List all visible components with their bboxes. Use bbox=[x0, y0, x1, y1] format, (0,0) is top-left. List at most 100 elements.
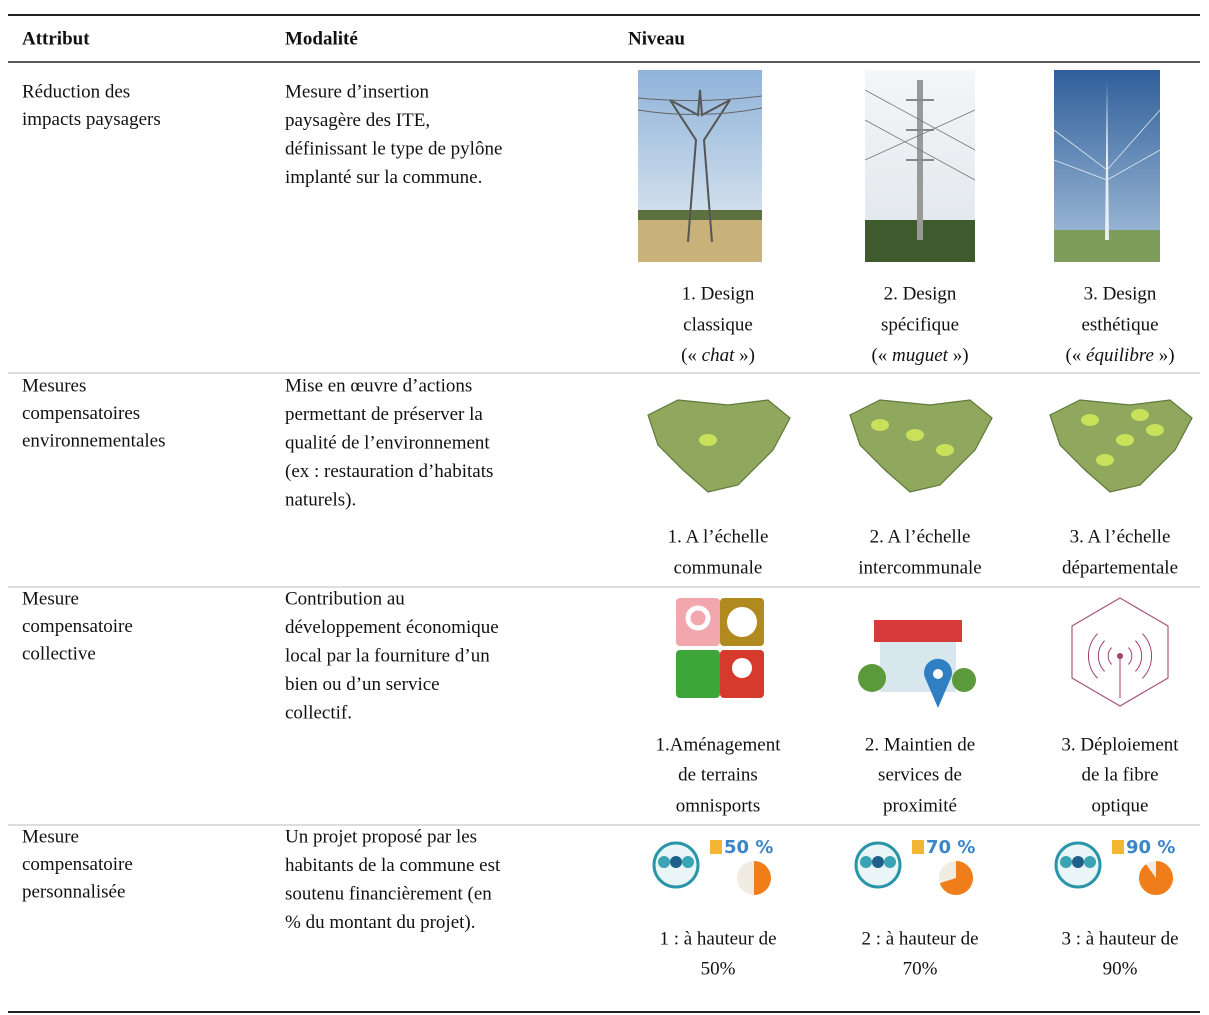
pylon bbox=[669, 89, 731, 243]
modality-text: Mise en œuvre d’actions bbox=[285, 375, 472, 396]
level-label: spécifique bbox=[881, 314, 959, 335]
person bbox=[670, 856, 682, 868]
pylon bbox=[1105, 80, 1109, 240]
modality-text: permettant de préserver la bbox=[285, 404, 483, 425]
hexagon bbox=[1071, 597, 1169, 707]
icon-detail bbox=[685, 605, 711, 631]
field bbox=[638, 218, 762, 262]
modality-text: Contribution au bbox=[285, 588, 405, 609]
text-run: (« bbox=[681, 345, 702, 366]
map-zone bbox=[1116, 434, 1134, 446]
map-zone bbox=[871, 419, 889, 431]
coins bbox=[912, 840, 924, 854]
signal-dot bbox=[1117, 653, 1123, 659]
level-label: services de bbox=[878, 764, 962, 785]
map-zone bbox=[906, 429, 924, 441]
map-zone bbox=[1146, 424, 1164, 436]
wires bbox=[1053, 109, 1161, 181]
modality-text: naturels). bbox=[285, 489, 356, 510]
text-run: ») bbox=[734, 345, 755, 366]
level-label: optique bbox=[1092, 795, 1149, 816]
modality-text: développement économique bbox=[285, 617, 499, 638]
text-run: muguet bbox=[892, 345, 949, 366]
level-label: 1 : à hauteur de bbox=[659, 928, 776, 949]
map bbox=[647, 399, 791, 493]
wires bbox=[637, 95, 763, 116]
attribute-text: compensatoire bbox=[22, 854, 133, 875]
level-label: 70% bbox=[903, 958, 938, 979]
signal-arc bbox=[1097, 640, 1143, 672]
modality-text: qualité de l’environnement bbox=[285, 432, 490, 453]
map-zone bbox=[699, 434, 717, 446]
person bbox=[658, 856, 670, 868]
icon-detail bbox=[732, 658, 752, 678]
level-label: classique bbox=[683, 314, 753, 335]
level-label: 3. Déploiement bbox=[1061, 734, 1179, 755]
attribute-text: Mesures bbox=[22, 375, 86, 396]
icon-tile bbox=[676, 598, 720, 646]
modality-text: paysagère des ITE, bbox=[285, 110, 430, 131]
modality-text: % du montant du projet). bbox=[285, 912, 476, 933]
level-label: de terrains bbox=[678, 764, 758, 785]
text-run: ») bbox=[1154, 345, 1175, 366]
wires bbox=[864, 89, 976, 181]
person bbox=[872, 856, 884, 868]
person bbox=[1084, 856, 1096, 868]
text-run: chat bbox=[702, 345, 735, 366]
icon-detail bbox=[727, 607, 757, 637]
awning bbox=[874, 620, 962, 642]
modality-text: local par la fourniture d’un bbox=[285, 645, 490, 666]
attribute-text: environnementales bbox=[22, 430, 166, 451]
header-cell: Modalité bbox=[285, 28, 358, 49]
level-label: 3. A l’échelle bbox=[1070, 526, 1171, 547]
bush bbox=[952, 668, 976, 692]
attribute-text: collective bbox=[22, 643, 96, 664]
text-run: (« bbox=[871, 345, 892, 366]
text-run: ») bbox=[948, 345, 969, 366]
level-label: (« équilibre ») bbox=[1065, 345, 1174, 366]
level-label: communale bbox=[674, 557, 763, 578]
level-label: 2. Maintien de bbox=[865, 734, 975, 755]
map-zone bbox=[1131, 409, 1149, 421]
map-zone bbox=[936, 444, 954, 456]
modality-text: définissant le type de pylône bbox=[285, 138, 502, 159]
person bbox=[1060, 856, 1072, 868]
level-label: 1.Aménagement bbox=[655, 734, 781, 755]
badge-label: 70 % bbox=[926, 837, 975, 858]
map bbox=[1049, 399, 1193, 493]
person bbox=[682, 856, 694, 868]
attribute-text: Mesure bbox=[22, 588, 79, 609]
signal-arc bbox=[1107, 647, 1133, 665]
pin bbox=[924, 658, 952, 708]
level-label: 90% bbox=[1103, 958, 1138, 979]
level-label: 2 : à hauteur de bbox=[861, 928, 978, 949]
level-label: (« chat ») bbox=[681, 345, 755, 366]
level-label: esthétique bbox=[1081, 314, 1158, 335]
modality-text: habitants de la commune est bbox=[285, 855, 501, 876]
map bbox=[849, 399, 993, 493]
person bbox=[1072, 856, 1084, 868]
level-label: 2. A l’échelle bbox=[870, 526, 971, 547]
modality-text: Un projet proposé par les bbox=[285, 826, 477, 847]
bush bbox=[858, 664, 886, 692]
level-label: 3. Design bbox=[1084, 283, 1157, 304]
pie-slice bbox=[754, 861, 771, 895]
level-label: de la fibre bbox=[1081, 764, 1158, 785]
person bbox=[884, 856, 896, 868]
pie-slice bbox=[939, 861, 973, 895]
coins bbox=[710, 840, 722, 854]
modality-text: soutenu financièrement (en bbox=[285, 883, 492, 904]
level-label: 1. Design bbox=[682, 283, 755, 304]
modality-text: collectif. bbox=[285, 702, 352, 723]
signal-arc bbox=[1088, 633, 1152, 679]
level-label: départementale bbox=[1062, 557, 1178, 578]
level-label: (« muguet ») bbox=[871, 345, 968, 366]
person bbox=[860, 856, 872, 868]
badge-label: 50 % bbox=[724, 837, 773, 858]
header-cell: Attribut bbox=[22, 28, 90, 49]
treeline bbox=[638, 210, 762, 220]
modality-text: bien ou d’un service bbox=[285, 674, 440, 695]
coins bbox=[1112, 840, 1124, 854]
modality-text: implanté sur la commune. bbox=[285, 167, 482, 188]
